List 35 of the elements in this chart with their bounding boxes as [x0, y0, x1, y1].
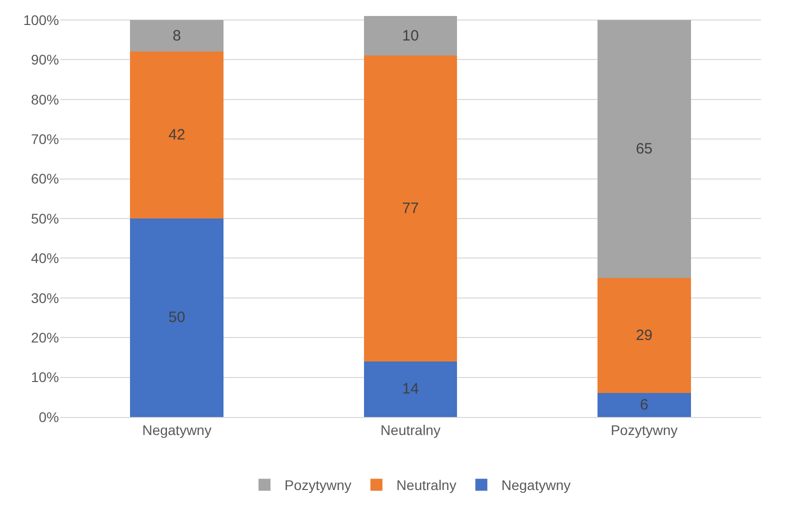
y-tick-label: 40% — [30, 250, 59, 266]
bar — [130, 218, 224, 417]
bar — [597, 393, 691, 417]
bar — [364, 361, 458, 417]
bar — [130, 52, 224, 218]
data-label: 42 — [168, 126, 186, 144]
data-label: 77 — [402, 200, 419, 218]
x-tick-label: Neutralny — [380, 422, 440, 438]
x-tick-label: Pozytywny — [610, 422, 678, 438]
bar — [364, 16, 458, 56]
bar — [130, 20, 224, 52]
data-label: 50 — [168, 309, 186, 326]
bar — [597, 20, 691, 278]
data-label: 10 — [402, 27, 419, 44]
y-tick-label: 60% — [30, 170, 59, 187]
legend-label: Negatywny — [501, 477, 571, 494]
y-tick-label: 70% — [30, 130, 59, 147]
y-tick-label: 30% — [30, 290, 59, 306]
y-tick-label: 50% — [30, 210, 59, 226]
data-label: 14 — [402, 380, 419, 398]
y-tick-label: 90% — [30, 52, 59, 68]
data-label: 6 — [640, 396, 648, 414]
data-label: 29 — [636, 327, 653, 344]
legend-label: Pozytywny — [284, 477, 352, 494]
data-label: 8 — [172, 27, 182, 44]
bar — [364, 56, 458, 362]
y-tick-label: 20% — [30, 329, 59, 346]
bar — [597, 278, 691, 394]
y-tick-label: 100% — [23, 12, 59, 28]
y-tick-label: 10% — [30, 369, 59, 386]
y-tick-label: 0% — [38, 408, 59, 425]
data-label: 65 — [636, 140, 653, 158]
x-tick-label: Negatywny — [142, 422, 212, 438]
legend-label: Neutralny — [396, 477, 456, 494]
y-tick-label: 80% — [30, 91, 59, 108]
